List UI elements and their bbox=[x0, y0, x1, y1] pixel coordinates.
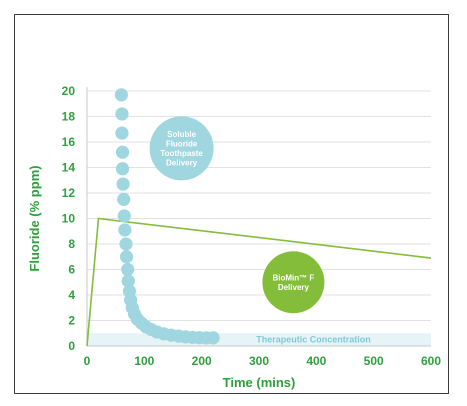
soluble-point bbox=[115, 107, 129, 121]
biomin-series-line bbox=[86, 217, 432, 347]
soluble-point bbox=[121, 262, 135, 277]
soluble-point bbox=[117, 192, 131, 206]
x-tick-label: 600 bbox=[421, 354, 441, 368]
axes bbox=[86, 87, 431, 347]
y-tick-label: 10 bbox=[62, 212, 76, 226]
y-tick-label: 12 bbox=[62, 186, 76, 200]
biomin-series-label: Delivery bbox=[278, 283, 310, 292]
soluble-point bbox=[117, 209, 131, 223]
x-tick-label: 0 bbox=[84, 354, 91, 368]
soluble-point bbox=[116, 177, 130, 191]
soluble-point bbox=[206, 331, 220, 345]
soluble-series-bubble bbox=[149, 116, 214, 181]
grid-lines bbox=[87, 90, 431, 321]
x-tick-label: 200 bbox=[192, 354, 212, 368]
y-tick-label: 16 bbox=[62, 135, 76, 149]
soluble-series bbox=[114, 88, 220, 345]
fluoride-chart: Therapeutic Concentration 0 2 4 6 8 10 12 14 16 1… bbox=[27, 84, 442, 390]
y-tick-label: 2 bbox=[68, 314, 75, 328]
soluble-point bbox=[119, 250, 134, 264]
soluble-point bbox=[121, 274, 135, 288]
y-tick-label: 20 bbox=[62, 84, 76, 98]
x-tick-label: 500 bbox=[364, 354, 384, 368]
soluble-point bbox=[119, 237, 133, 251]
y-tick-label: 6 bbox=[68, 263, 75, 277]
soluble-point bbox=[115, 126, 129, 140]
x-tick-label: 400 bbox=[306, 354, 326, 368]
soluble-series-label: Delivery bbox=[166, 159, 198, 168]
series-labels: SolubleFluorideToothpasteDeliveryBioMin™… bbox=[149, 116, 325, 314]
y-tick-label: 0 bbox=[68, 339, 75, 353]
soluble-point bbox=[118, 223, 132, 237]
x-tick-label: 100 bbox=[134, 354, 154, 368]
y-tick-labels: 0 2 4 6 8 10 12 14 16 18 20 bbox=[62, 84, 76, 353]
biomin-series-bubble bbox=[262, 251, 325, 314]
soluble-point bbox=[115, 162, 130, 176]
soluble-point bbox=[115, 145, 130, 159]
y-tick-label: 8 bbox=[68, 237, 75, 251]
soluble-point bbox=[114, 88, 128, 102]
x-tick-labels: 0 100 200 300 400 500 600 bbox=[84, 354, 442, 368]
x-tick-label: 300 bbox=[249, 354, 269, 368]
y-tick-label: 18 bbox=[62, 110, 76, 124]
x-axis-title: Time (mins) bbox=[223, 375, 296, 390]
biomin-series-label: BioMin™ F bbox=[273, 274, 315, 283]
y-tick-label: 14 bbox=[62, 161, 76, 175]
y-tick-label: 4 bbox=[68, 288, 75, 302]
y-axis-title: Fluoride (% ppm) bbox=[27, 165, 42, 271]
soluble-series-label: Soluble bbox=[167, 130, 196, 139]
soluble-series-label: Toothpaste bbox=[160, 149, 203, 158]
therapeutic-band-label: Therapeutic Concentration bbox=[256, 335, 371, 345]
chart-frame: Therapeutic Concentration 0 2 4 6 8 10 12 14 16 1… bbox=[14, 14, 449, 394]
soluble-series-label: Fluoride bbox=[166, 140, 198, 149]
